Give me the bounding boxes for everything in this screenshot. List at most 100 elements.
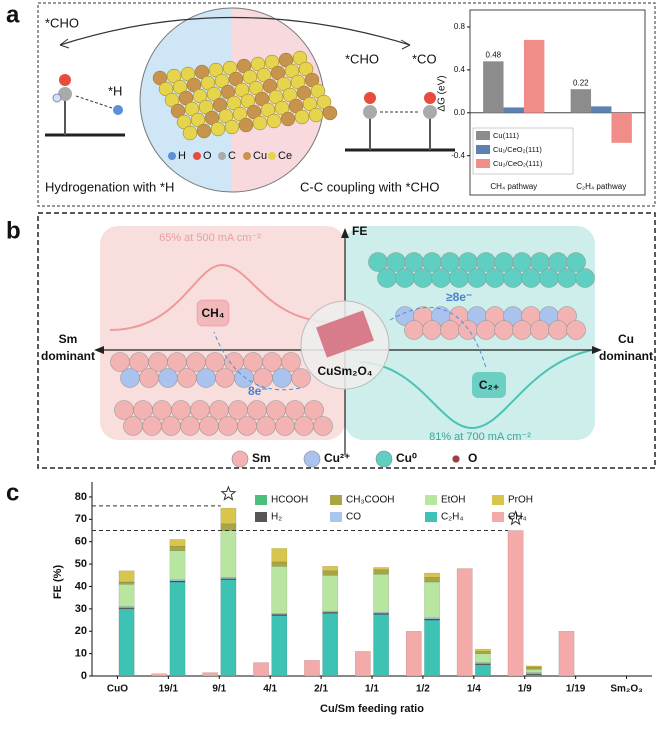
bar-segment (271, 566, 288, 614)
atom (52, 93, 62, 103)
lattice-legend: Sm Cu²⁺ Cu⁰ O (231, 450, 477, 468)
atom (182, 125, 198, 141)
y-tick-label: 70 (75, 513, 87, 525)
product-box (472, 372, 506, 398)
bar-segment (525, 669, 542, 673)
sphere (110, 352, 130, 372)
sphere (521, 268, 541, 288)
bar-segment (271, 548, 288, 563)
bar-segment (322, 566, 339, 572)
y-tick-label: 0.8 (454, 22, 466, 31)
atom (423, 105, 437, 119)
panel-label: b (6, 217, 21, 244)
sphere (512, 320, 532, 340)
legend-label: CO (346, 512, 361, 523)
legend-swatch (255, 512, 267, 522)
sphere (123, 416, 143, 436)
x-tick-label: 1/19 (566, 684, 586, 695)
sphere (161, 416, 181, 436)
sphere (237, 416, 257, 436)
legend-swatch (231, 450, 249, 468)
sphere (215, 368, 235, 388)
bar-segment (253, 662, 269, 677)
bar-segment (271, 614, 288, 616)
bar-segment (475, 651, 491, 654)
bar-segment (475, 648, 491, 652)
legend-swatch (492, 512, 504, 522)
x-tick-label: Sm₂O₃ (610, 684, 643, 695)
legend-swatch (193, 152, 201, 160)
product-label: C₂₊ (479, 378, 499, 392)
sphere (377, 268, 397, 288)
atom (308, 107, 324, 123)
atom (424, 92, 436, 104)
sphere (557, 306, 577, 326)
sphere (485, 268, 505, 288)
star (220, 485, 237, 501)
y-tick-label: 0.4 (454, 65, 466, 74)
sphere (294, 416, 314, 436)
note: 81% at 700 mA cm⁻² (429, 431, 531, 443)
bar-segment (322, 613, 339, 677)
bar-segment (169, 545, 186, 551)
legend-label: Cu²⁺ (324, 451, 350, 465)
legend-label: HCOOH (271, 495, 308, 506)
bar-segment (118, 570, 135, 583)
x-tick-label: 9/1 (212, 684, 226, 695)
legend-label: Cu (253, 150, 267, 162)
data-label: 0.48 (486, 50, 502, 59)
bar-segment (118, 583, 135, 607)
catalyst-slab (152, 50, 338, 141)
sphere (413, 268, 433, 288)
bar-segment (118, 607, 135, 610)
legend-swatch (452, 455, 460, 463)
bar-segment (151, 673, 168, 677)
sphere (476, 320, 496, 340)
caption: C-C coupling with *CHO (300, 179, 439, 194)
x-tick-label: C₂H₄ pathway (576, 182, 626, 191)
x-tick-label: CuO (107, 684, 128, 695)
legend-label: H₂ (271, 512, 282, 523)
sphere (139, 368, 159, 388)
legend-label: C₂H₄ (441, 512, 463, 523)
sphere (256, 416, 276, 436)
x-axis-label: Cu/Sm feeding ratio (320, 703, 424, 715)
x-tick-label: 19/1 (159, 684, 179, 695)
sphere (494, 320, 514, 340)
x-tick-label: 1/1 (365, 684, 379, 695)
sphere (218, 416, 238, 436)
bar-segment (322, 575, 339, 612)
bar-segment (373, 614, 390, 677)
axis-label: Sm (59, 332, 78, 346)
axis-label: Cu (618, 332, 634, 346)
sphere (566, 320, 586, 340)
bar-segment (354, 651, 371, 677)
arrow-head (341, 228, 349, 238)
bar-segment (424, 577, 440, 583)
legend-swatch (268, 152, 276, 160)
x-tick-label: 1/9 (518, 684, 532, 695)
legend-label: Sm (252, 451, 271, 465)
bar-segment (507, 530, 524, 677)
bar-segment (525, 666, 542, 670)
atom (252, 115, 268, 131)
sphere (449, 268, 469, 288)
atom (196, 123, 212, 139)
bar-segment (202, 672, 219, 677)
legend-label: Cu(111) (493, 131, 519, 140)
bar-segment (271, 615, 288, 677)
y-tick-label: 60 (75, 536, 87, 548)
sphere (557, 268, 577, 288)
bar-segment (169, 550, 186, 581)
sphere (180, 416, 200, 436)
atom (58, 87, 72, 101)
legend-swatch (330, 512, 342, 522)
center-label: CuSm₂O₄ (317, 364, 372, 378)
legend-label: Ce (278, 150, 292, 162)
bar-segment (220, 523, 237, 531)
legend-label: Cu₂/CeO₂(111) (493, 159, 543, 168)
sphere (395, 268, 415, 288)
bar-segment (475, 653, 491, 663)
fe-curve (359, 349, 593, 430)
y-tick-label: 0 (81, 670, 87, 682)
